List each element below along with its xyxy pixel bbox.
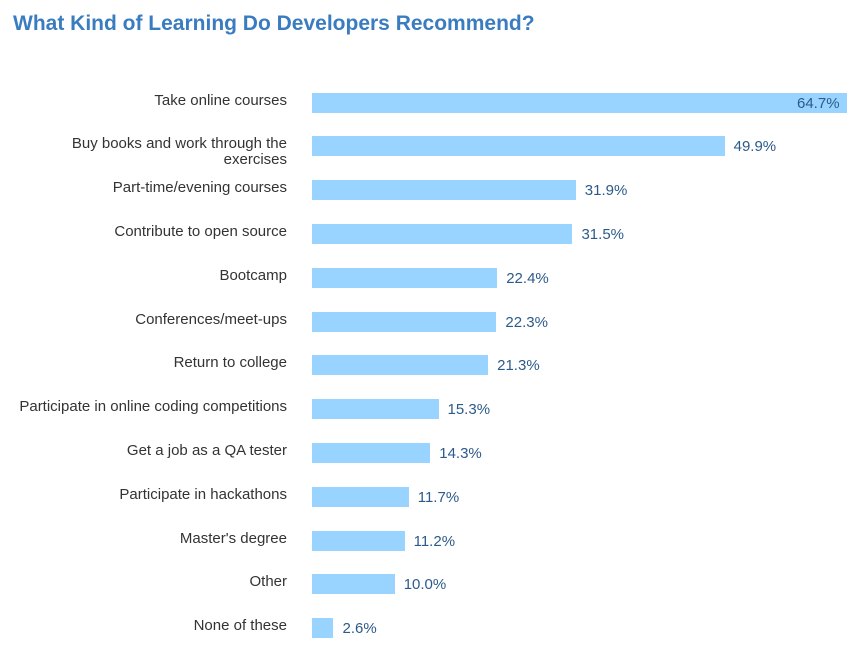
value-label: 11.7% (417, 488, 460, 506)
bar (312, 136, 725, 157)
bar (312, 618, 334, 639)
value-label: 64.7% (797, 94, 840, 112)
category-label: Other (249, 573, 287, 591)
category-label: Conferences/meet-ups (135, 310, 287, 328)
value-label: 15.3% (447, 401, 491, 419)
bar (312, 355, 489, 376)
category-label: Buy books and work through the exercises (71, 135, 287, 169)
bar (312, 223, 573, 244)
category-label: Return to college (173, 354, 287, 372)
bar (312, 574, 395, 595)
category-label: Contribute to open source (114, 222, 287, 240)
category-label: Part-time/evening courses (112, 179, 287, 197)
bar (312, 92, 847, 113)
bar (312, 530, 405, 551)
bar (312, 486, 409, 507)
value-label: 22.3% (505, 313, 548, 331)
bar (312, 399, 439, 420)
category-label: Take online courses (154, 91, 287, 109)
value-label: 31.9% (584, 182, 628, 200)
bar (312, 442, 431, 463)
bar (312, 267, 498, 288)
category-label: Get a job as a QA tester (126, 441, 287, 459)
value-label: 49.9% (733, 138, 777, 156)
value-label: 31.5% (581, 225, 625, 243)
value-label: 14.3% (439, 444, 482, 462)
category-label: None of these (193, 617, 287, 635)
category-label: Participate in hackathons (119, 485, 287, 503)
bar (312, 311, 497, 332)
value-label: 10.0% (403, 576, 447, 594)
value-label: 21.3% (497, 357, 540, 375)
category-label: Bootcamp (219, 266, 287, 284)
category-label: Master's degree (179, 529, 287, 547)
chart-title: What Kind of Learning Do Developers Reco… (13, 12, 535, 35)
category-label: Participate in online coding competition… (19, 398, 287, 416)
value-label: 22.4% (506, 269, 549, 287)
bar (312, 180, 576, 201)
value-label: 2.6% (342, 620, 377, 638)
value-label: 11.2% (413, 532, 456, 550)
